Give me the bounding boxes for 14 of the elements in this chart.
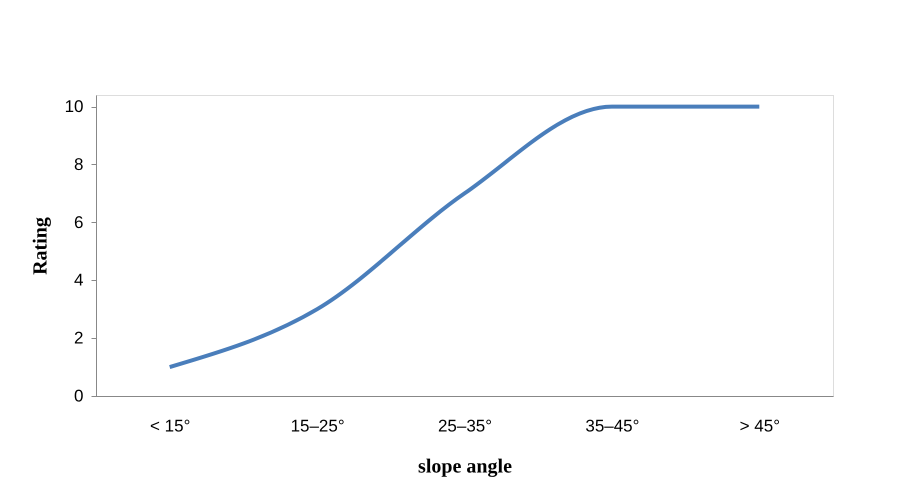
line-series bbox=[168, 104, 762, 370]
y-tick-label: 2 bbox=[74, 328, 84, 348]
x-tick-label: 15–25° bbox=[290, 416, 345, 436]
y-tick-label: 0 bbox=[74, 386, 84, 406]
x-axis-title: slope angle bbox=[418, 456, 512, 478]
x-tick-label: 35–45° bbox=[585, 416, 640, 436]
y-tick-label: 6 bbox=[74, 212, 84, 232]
y-tick-label: 4 bbox=[74, 270, 84, 290]
x-tick-label: 25–35° bbox=[438, 416, 492, 436]
x-tick-label: < 15° bbox=[150, 416, 190, 436]
x-tick-label: > 45° bbox=[740, 416, 780, 436]
y-tick-label: 10 bbox=[64, 97, 84, 116]
y-axis-title: Rating bbox=[30, 217, 52, 275]
y-tick-label: 8 bbox=[74, 154, 84, 174]
